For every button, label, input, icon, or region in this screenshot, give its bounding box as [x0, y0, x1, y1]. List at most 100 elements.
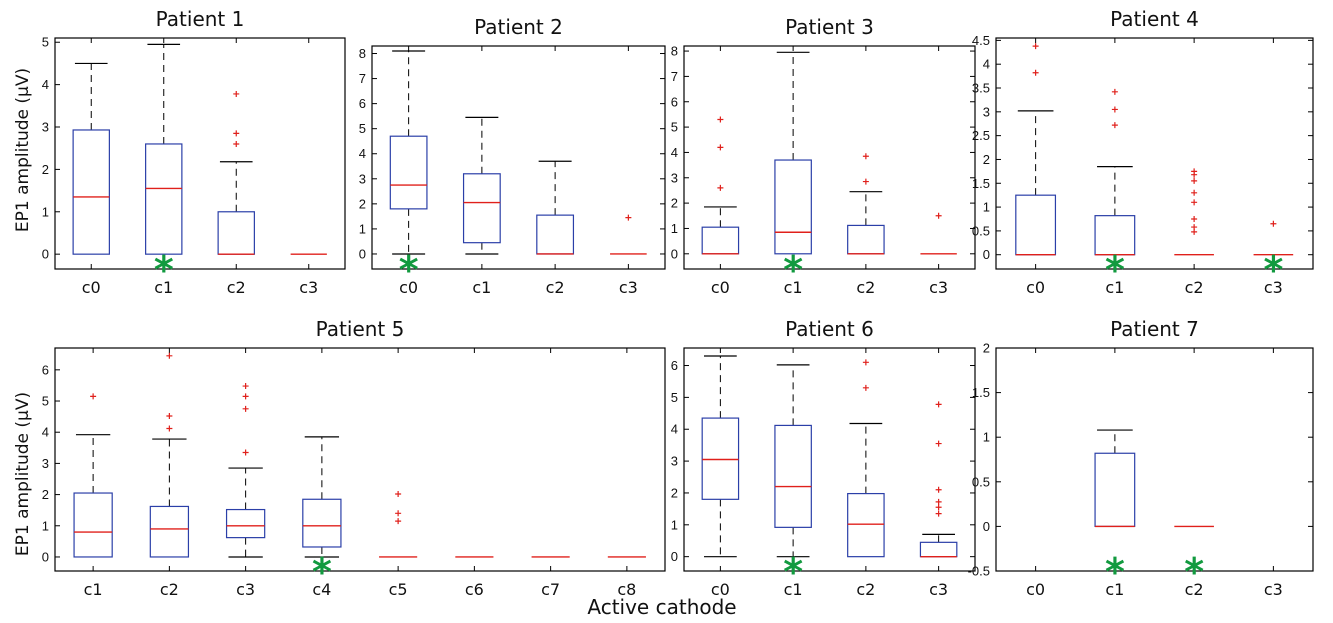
box-c2 — [149, 352, 190, 558]
plot-frame — [683, 347, 976, 572]
outlier-marker — [166, 412, 173, 419]
box-c0 — [701, 116, 740, 255]
outlier-marker — [862, 178, 869, 185]
box-iqr — [847, 492, 885, 558]
x-tick-label: c2 — [227, 278, 246, 297]
plot-frame — [54, 37, 346, 270]
box-iqr — [302, 498, 342, 548]
box-c1 — [73, 393, 113, 558]
box-c1 — [774, 364, 812, 558]
y-tick-label: 6 — [671, 358, 678, 373]
panel-title: Patient 2 — [474, 15, 563, 39]
x-tick-label: c2 — [856, 580, 875, 599]
panel-title: Patient 4 — [1110, 7, 1199, 31]
outlier-marker — [717, 184, 724, 191]
x-tick-label: c2 — [546, 278, 565, 297]
outlier-marker — [862, 153, 869, 160]
y-tick-label: 0 — [359, 246, 366, 261]
box-c3 — [1253, 220, 1294, 256]
outlier-marker — [233, 90, 240, 97]
x-tick-label: c0 — [711, 278, 730, 297]
x-tick-label: c1 — [784, 278, 803, 297]
box-iqr — [847, 224, 885, 255]
panel-title: Patient 3 — [785, 15, 874, 39]
outlier-marker — [242, 449, 249, 456]
y-axis-label-top: EP1 amplitude (µV) — [13, 68, 33, 232]
significance-star: * — [783, 550, 803, 594]
outlier-marker — [935, 440, 942, 447]
outlier-marker — [935, 212, 942, 219]
y-tick-label: 3 — [671, 454, 678, 469]
x-tick-label: c1 — [154, 278, 173, 297]
y-tick-label: 4 — [671, 145, 678, 160]
outlier-marker — [935, 401, 942, 408]
outlier-marker — [233, 130, 240, 137]
significance-star: * — [312, 550, 332, 594]
outlier-marker — [1111, 106, 1118, 113]
box-iqr — [919, 541, 958, 558]
y-tick-label: 8 — [671, 44, 678, 59]
box-iqr — [774, 159, 812, 255]
box-iqr — [1094, 452, 1136, 528]
box-c3 — [920, 212, 957, 255]
y-tick-label: 4 — [983, 57, 990, 72]
box-c0 — [1015, 43, 1057, 256]
panel-4: Patient 400.511.522.533.544.5c0 c1* c2 c3* — [972, 7, 1314, 297]
box-iqr — [389, 135, 428, 210]
y-tick-label: 1 — [671, 517, 678, 532]
y-tick-label: 4 — [671, 422, 678, 437]
outlier-marker — [935, 486, 942, 493]
y-tick-label: 0 — [983, 247, 990, 262]
y-axis-label-bottom: EP1 amplitude (µV) — [13, 392, 33, 556]
box-c4 — [302, 436, 342, 558]
y-tick-label: 0 — [671, 246, 678, 261]
x-tick-label: c3 — [929, 278, 948, 297]
x-tick-label: c3 — [299, 278, 318, 297]
y-tick-label: 1 — [359, 221, 366, 236]
plot-frame — [995, 347, 1314, 572]
box-iqr — [701, 226, 740, 255]
box-iqr — [536, 214, 575, 255]
box-c2 — [847, 153, 885, 255]
box-iqr — [774, 424, 812, 528]
box-c1 — [462, 116, 501, 255]
outlier-marker — [1032, 43, 1039, 50]
box-c0 — [72, 62, 110, 255]
panel-3: Patient 3 0 1 2 3 4 5 6 7 8 c0 c1* c2 c3 — [671, 15, 976, 297]
box-iqr — [1015, 194, 1057, 256]
x-tick-label: c2 — [1185, 278, 1204, 297]
y-tick-label: 2 — [671, 485, 678, 500]
y-tick-label: 7 — [671, 69, 678, 84]
x-tick-label: c2 — [856, 278, 875, 297]
x-tick-label: c2 — [1185, 580, 1204, 599]
x-tick-label: c0 — [1026, 278, 1045, 297]
plot-frame — [683, 45, 976, 270]
y-tick-label: 4.5 — [972, 33, 990, 48]
x-tick-label: c1 — [472, 278, 491, 297]
outlier-marker — [242, 405, 249, 412]
x-tick-label: c3 — [1264, 580, 1283, 599]
box-c3 — [225, 383, 266, 558]
y-tick-label: 3 — [359, 171, 366, 186]
x-tick-label: c1 — [1105, 580, 1124, 599]
y-tick-label: 5 — [42, 35, 49, 50]
y-tick-label: 3 — [42, 456, 49, 471]
outlier-marker — [1191, 177, 1198, 184]
box-iqr — [462, 173, 501, 244]
outlier-marker — [862, 359, 869, 366]
y-tick-label: 4 — [42, 77, 49, 92]
outlier-marker — [395, 510, 402, 517]
box-c3 — [919, 401, 958, 558]
y-tick-label: 5 — [42, 394, 49, 409]
y-tick-label: 2 — [359, 196, 366, 211]
y-tick-label: 4 — [359, 146, 366, 161]
x-tick-label: c1 — [84, 580, 103, 599]
y-tick-label: -0.5 — [968, 564, 990, 579]
box-iqr — [149, 505, 190, 558]
x-tick-label: c0 — [82, 278, 101, 297]
y-tick-label: 0 — [983, 519, 990, 534]
significance-star: * — [1263, 248, 1283, 292]
box-c2 — [536, 160, 575, 255]
